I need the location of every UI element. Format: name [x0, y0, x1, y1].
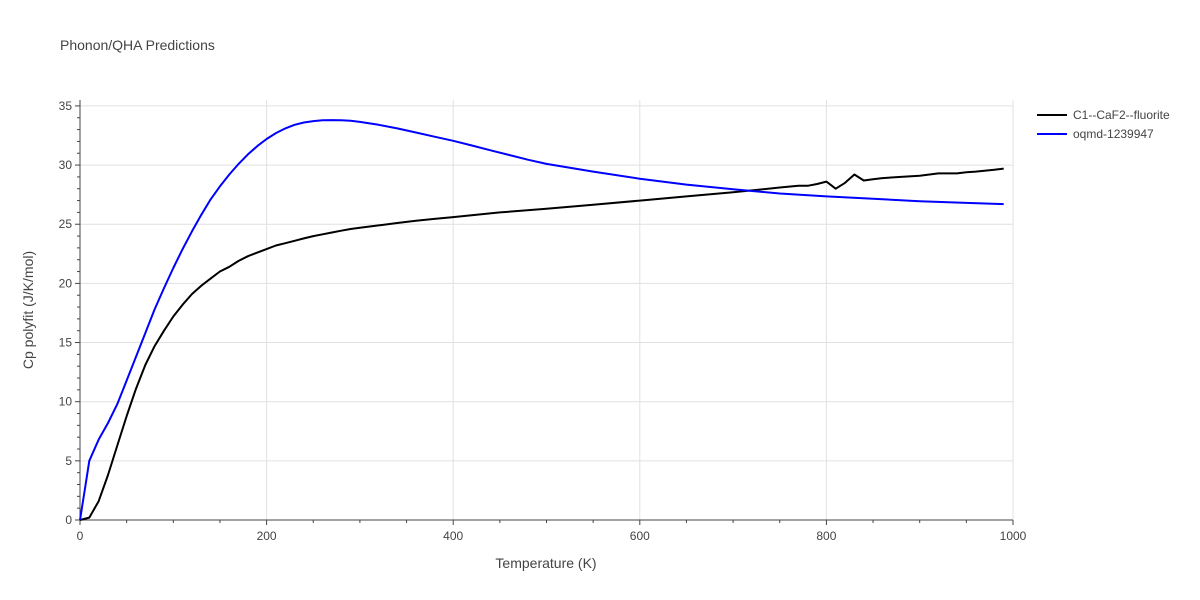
legend: C1--CaF2--fluorite oqmd-1239947: [1037, 108, 1170, 141]
legend-item-c1-caf2-fluorite[interactable]: C1--CaF2--fluorite: [1037, 108, 1170, 122]
legend-label-oqmd-1239947: oqmd-1239947: [1073, 127, 1154, 141]
grid-lines: [80, 100, 1014, 520]
y-tick-label-0: 0: [65, 513, 72, 527]
y-tick-label-4: 20: [59, 276, 73, 290]
x-axis-title: Temperature (K): [495, 555, 596, 571]
y-tick-label-5: 25: [59, 217, 73, 231]
y-tick-label-7: 35: [59, 99, 73, 113]
x-tick-label-1: 200: [257, 529, 277, 543]
legend-item-oqmd-1239947[interactable]: oqmd-1239947: [1037, 127, 1154, 141]
y-tick-label-2: 10: [59, 395, 73, 409]
chart-title: Phonon/QHA Predictions: [60, 37, 215, 53]
y-axis-title: Cp polyfit (J/K/mol): [20, 251, 36, 369]
y-axis-ticks: 0 5 10 15 20 25 30 35: [59, 99, 80, 527]
y-tick-label-1: 5: [65, 454, 72, 468]
x-axis-ticks: 0 200 400 600 800 1000: [77, 520, 1027, 543]
x-tick-label-3: 600: [630, 529, 650, 543]
series-line-oqmd-1239947: [79, 119, 1004, 521]
x-tick-label-4: 800: [816, 529, 836, 543]
x-tick-label-5: 1000: [1000, 529, 1027, 543]
x-tick-label-0: 0: [77, 529, 84, 543]
series-layer: [79, 119, 1004, 521]
x-tick-label-2: 400: [443, 529, 463, 543]
legend-label-c1-caf2-fluorite: C1--CaF2--fluorite: [1073, 108, 1170, 122]
y-tick-label-3: 15: [59, 336, 73, 350]
y-tick-label-6: 30: [59, 158, 73, 172]
series-line-c1-caf2-fluorite: [79, 167, 1004, 521]
